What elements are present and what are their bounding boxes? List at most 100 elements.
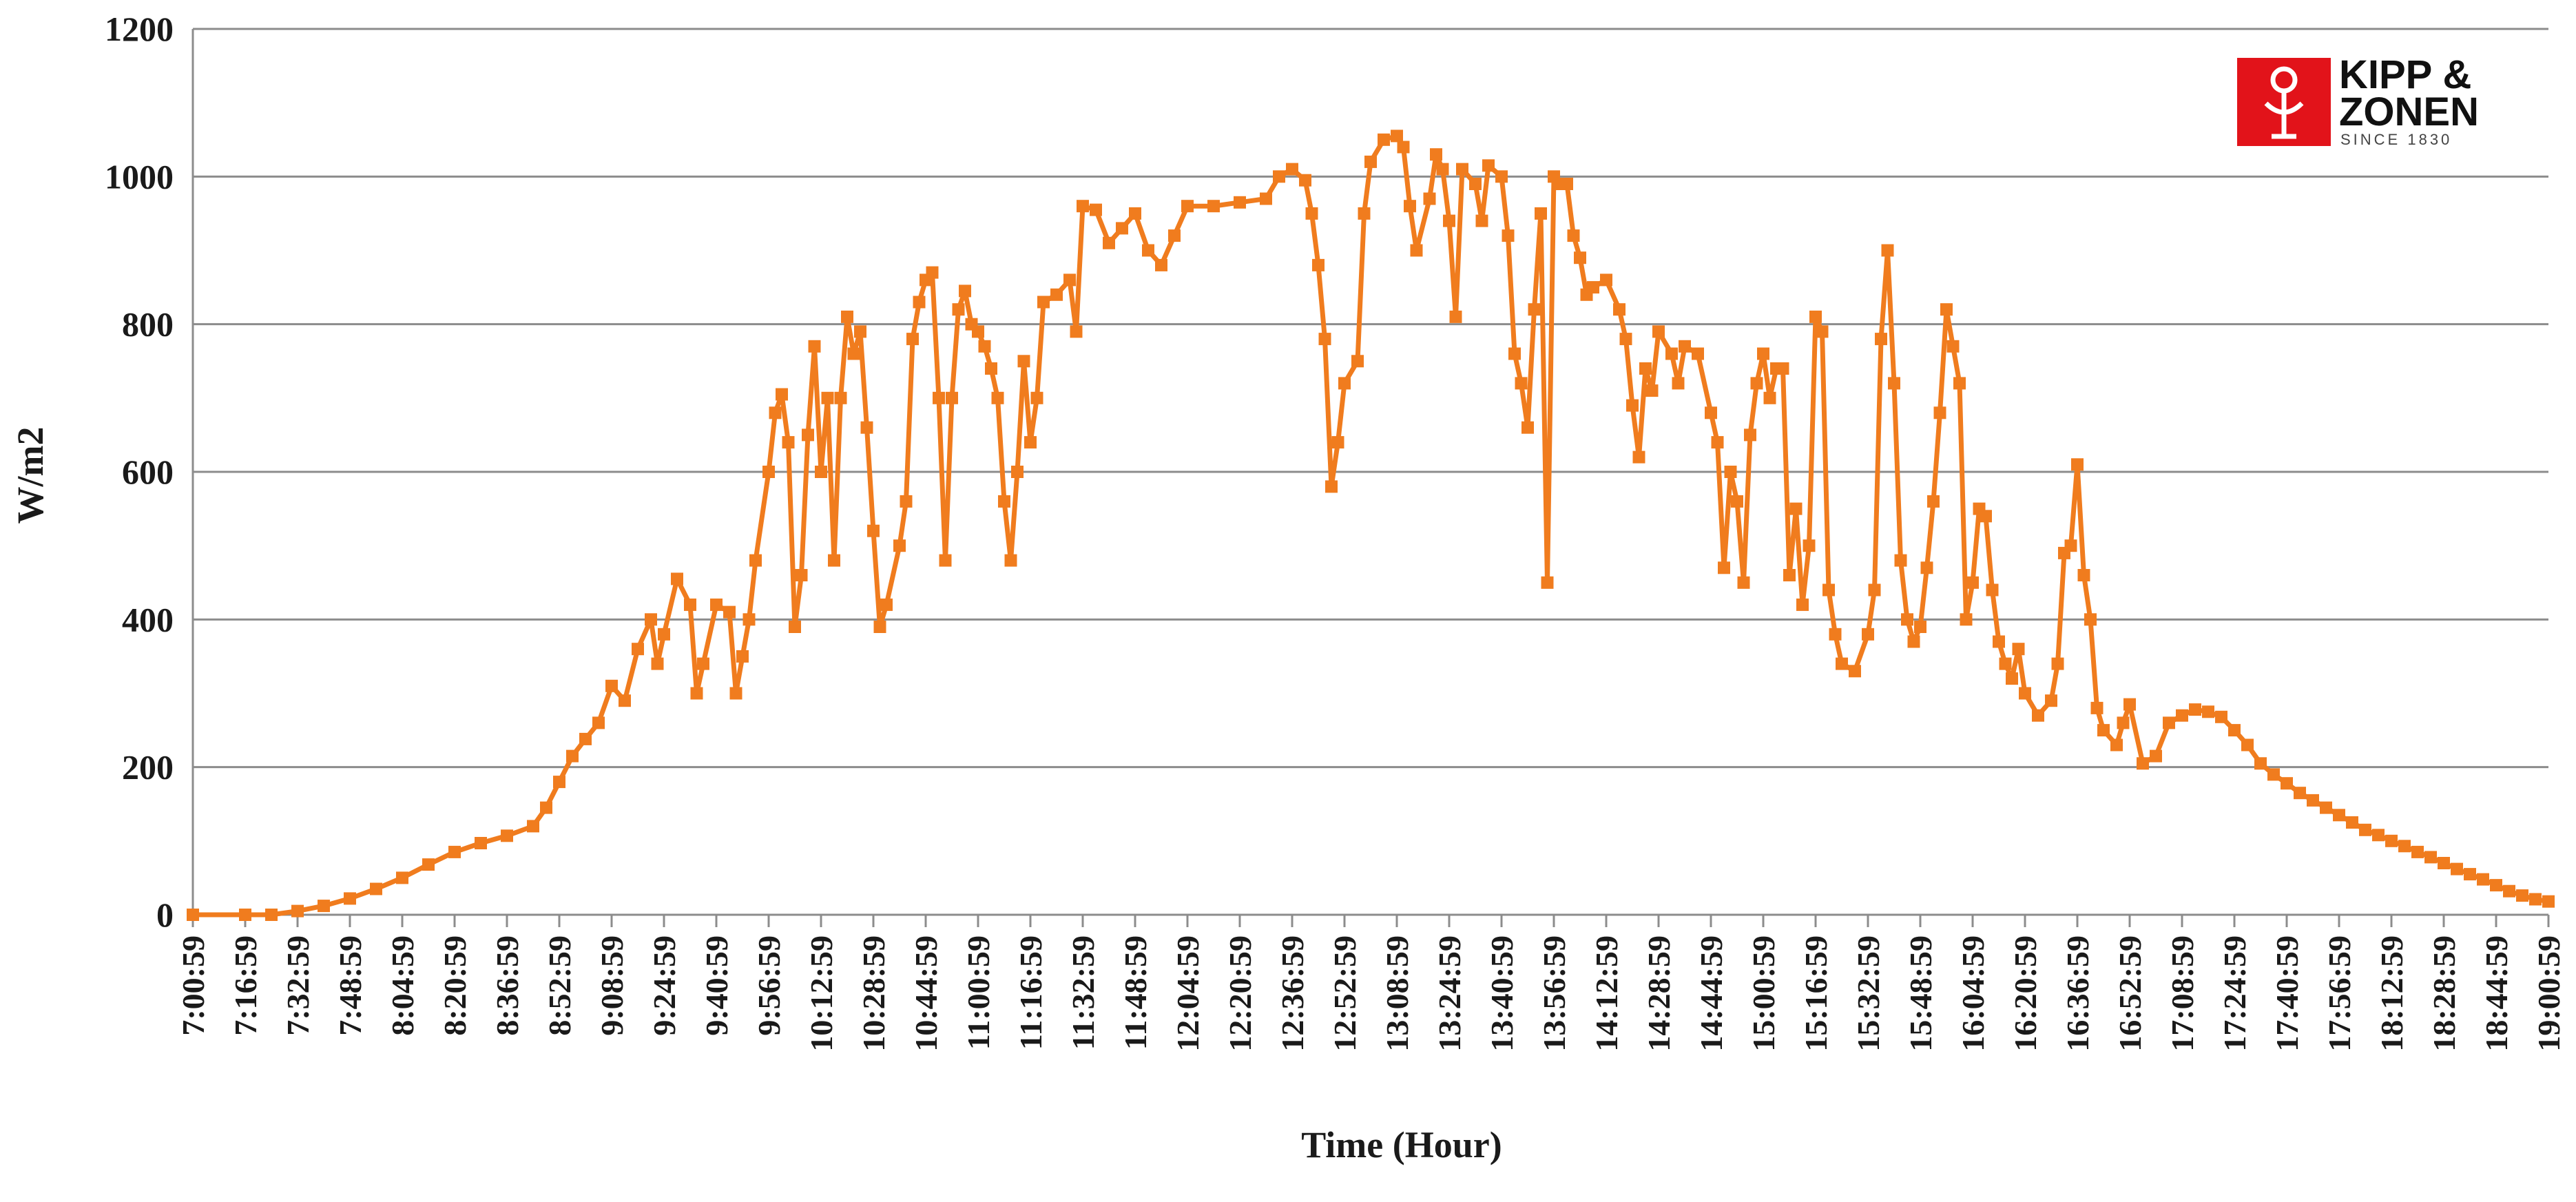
- x-tick-label: 11:48:59: [1118, 935, 1153, 1050]
- data-point-marker: [697, 657, 709, 670]
- data-point-marker: [1260, 192, 1272, 205]
- data-point-marker: [1168, 229, 1181, 242]
- data-point-marker: [605, 679, 618, 692]
- data-point-marker: [540, 801, 552, 814]
- data-point-marker: [2117, 716, 2130, 729]
- data-point-marker: [873, 621, 886, 633]
- data-point-marker: [1129, 207, 1141, 220]
- data-point-marker: [1986, 583, 1999, 597]
- data-point-marker: [1946, 340, 1960, 353]
- data-point-marker: [1705, 406, 1717, 419]
- data-point-marker: [645, 613, 657, 626]
- x-tick-label: 14:28:59: [1641, 935, 1676, 1052]
- data-point-marker: [344, 892, 356, 905]
- data-point-marker: [1679, 340, 1691, 353]
- data-point-marker: [749, 554, 762, 567]
- data-point-marker: [1966, 576, 1979, 589]
- data-point-marker: [736, 650, 749, 663]
- data-point-marker: [1783, 569, 1796, 581]
- data-point-marker: [1993, 635, 2005, 648]
- data-point-marker: [1234, 196, 1246, 209]
- data-point-marker: [2150, 749, 2162, 763]
- data-point-marker: [1528, 303, 1541, 316]
- x-tick-label: 17:56:59: [2322, 935, 2357, 1052]
- data-point-marker: [2084, 613, 2097, 626]
- x-tick-label: 18:28:59: [2427, 935, 2462, 1052]
- data-point-marker: [1613, 303, 1625, 316]
- data-point-marker: [2071, 458, 2084, 471]
- data-point-marker: [1776, 362, 1789, 375]
- data-point-marker: [1940, 303, 1953, 316]
- data-point-marker: [1318, 333, 1331, 346]
- data-point-marker: [2359, 823, 2371, 836]
- data-point-marker: [2490, 879, 2502, 892]
- logo-text-line1: KIPP &: [2339, 52, 2471, 97]
- data-point-marker: [2529, 893, 2542, 906]
- data-point-marker: [1953, 377, 1966, 390]
- data-point-marker: [566, 749, 579, 763]
- data-point-marker: [1155, 258, 1167, 271]
- data-point-marker: [1619, 333, 1632, 346]
- x-tick-label: 12:52:59: [1327, 935, 1362, 1052]
- data-point-marker: [867, 524, 880, 537]
- data-point-marker: [579, 732, 592, 745]
- x-tick-label: 9:24:59: [647, 935, 682, 1036]
- data-point-marker: [2398, 840, 2411, 853]
- data-point-marker: [1325, 480, 1338, 493]
- x-tick-label: 8:36:59: [490, 935, 525, 1036]
- data-point-marker: [893, 539, 906, 552]
- data-point-marker: [1508, 347, 1521, 360]
- data-point-marker: [1920, 561, 1933, 574]
- data-point-marker: [1639, 362, 1652, 375]
- data-point-marker: [1030, 391, 1043, 404]
- y-tick-label: 800: [122, 305, 174, 344]
- y-tick-label: 1000: [105, 157, 174, 196]
- data-point-marker: [985, 362, 997, 375]
- x-tick-label: 9:56:59: [751, 935, 787, 1036]
- data-point-marker: [880, 598, 893, 611]
- data-point-marker: [952, 303, 965, 316]
- series-line: [193, 133, 2549, 918]
- data-point-marker: [632, 643, 644, 656]
- x-tick-labels: 7:00:59 7:16:59 7:32:59 7:48:59 8:04:59 8:20:…: [176, 915, 2566, 1052]
- x-tick-label: 9:08:59: [594, 935, 630, 1036]
- data-point-marker: [1711, 436, 1724, 449]
- data-point-marker: [1116, 222, 1128, 235]
- x-tick-label: 8:52:59: [542, 935, 577, 1036]
- data-point-marker: [1391, 129, 1403, 143]
- data-point-marker: [2307, 794, 2319, 807]
- logo-emblem-figure-icon: [2264, 66, 2304, 139]
- data-point-marker: [802, 428, 814, 442]
- data-point-marker: [972, 325, 984, 338]
- data-point-marker: [1737, 576, 1750, 589]
- data-point-marker: [2045, 694, 2057, 707]
- data-point-marker: [2424, 851, 2437, 864]
- data-point-marker: [991, 391, 1004, 404]
- data-point-marker: [959, 284, 971, 298]
- data-point-marker: [1587, 281, 1599, 294]
- data-point-marker: [2215, 710, 2227, 723]
- data-point-marker: [1836, 657, 1848, 670]
- data-point-marker: [1181, 200, 1194, 213]
- data-point-marker: [789, 621, 801, 633]
- data-point-marker: [939, 554, 952, 567]
- data-point-marker: [658, 628, 670, 641]
- x-tick-label: 11:32:59: [1066, 935, 1101, 1050]
- x-tick-label: 7:48:59: [333, 935, 368, 1036]
- data-point-marker: [2451, 862, 2463, 875]
- x-tick-label: 17:24:59: [2217, 935, 2252, 1052]
- x-tick-label: 16:04:59: [1955, 935, 1991, 1052]
- x-tick-label: 18:12:59: [2374, 935, 2409, 1052]
- data-point-marker: [1495, 170, 1508, 183]
- data-point-marker: [2477, 873, 2489, 886]
- data-point-marker: [1456, 163, 1468, 176]
- data-point-marker: [187, 909, 199, 921]
- data-point-marker: [2346, 816, 2358, 829]
- data-point-marker: [1541, 576, 1554, 589]
- x-tick-label: 19:00:59: [2531, 935, 2566, 1052]
- data-point-marker: [2137, 757, 2149, 770]
- data-point-marker: [1999, 657, 2012, 670]
- data-point-marker: [815, 466, 827, 478]
- data-point-marker: [1469, 178, 1482, 190]
